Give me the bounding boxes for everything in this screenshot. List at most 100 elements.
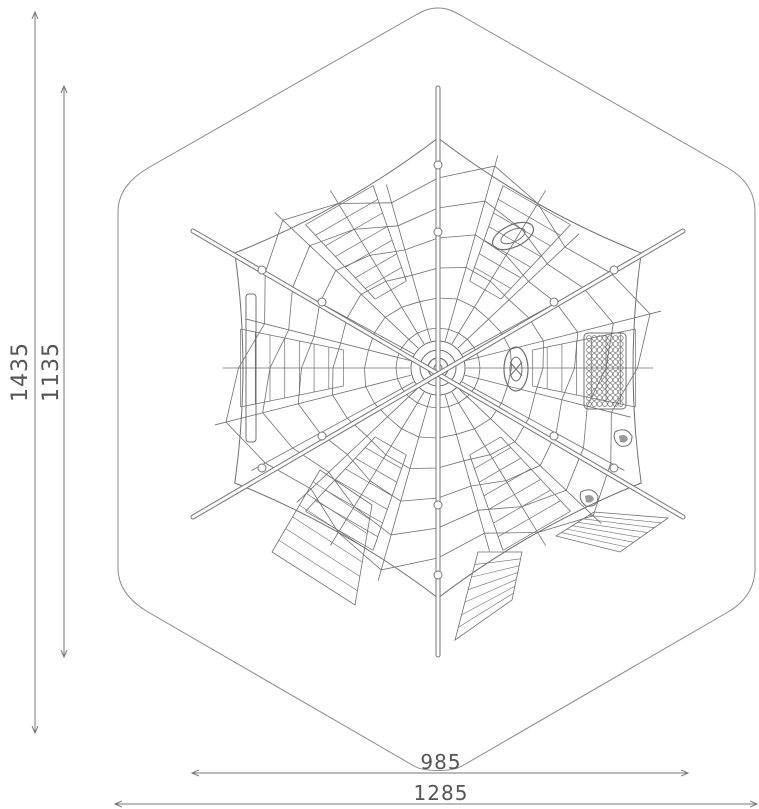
panel-hold [596, 377, 603, 383]
panel-hold [591, 335, 598, 341]
panel-hold [602, 365, 608, 371]
inner-height-label: 1135 [39, 342, 64, 402]
panel-hold [596, 371, 603, 377]
panel-hold [618, 383, 624, 389]
support-poles [190, 85, 686, 658]
panel-hold [612, 371, 619, 377]
panel-hold [586, 395, 592, 401]
panel-hold [612, 353, 619, 359]
panel-hold [596, 395, 603, 401]
climbing-grip-2 [579, 489, 599, 507]
pole-joint [257, 463, 267, 473]
ring-element-right [503, 346, 529, 392]
panel-hold [612, 359, 619, 365]
panel-hold [607, 395, 613, 401]
hanging-net-rope [306, 493, 368, 534]
panel-hold [591, 395, 598, 401]
hanging-net-rope [468, 572, 518, 590]
panel-hold [607, 353, 613, 359]
ladder-rung [497, 199, 561, 236]
web-spoke [251, 381, 414, 471]
pole-joint [317, 431, 327, 441]
web-spoke [330, 392, 425, 546]
climbing-panel-right [583, 332, 627, 410]
web-spoke [457, 233, 580, 349]
panel-hold [618, 395, 624, 401]
hanging-net-rope [292, 516, 363, 563]
panel-hold [612, 377, 619, 383]
pole-joint [257, 265, 267, 275]
panel-hold [602, 335, 608, 341]
hanging-net-rope [285, 528, 361, 577]
web-spoke [385, 184, 432, 342]
ladder-rung [478, 253, 521, 279]
panel-hold [607, 335, 613, 341]
ladder-rung [305, 511, 374, 551]
pole-joint [549, 431, 559, 441]
hanging-net-rope [474, 558, 521, 565]
panel-hold [586, 341, 592, 347]
panel-hold [591, 383, 598, 389]
panel-hold [618, 359, 624, 365]
panel-hold [602, 401, 608, 407]
ladder-rung [355, 253, 398, 279]
pole-joint [433, 227, 443, 237]
ladder-rung [374, 280, 407, 300]
panel-hold [591, 389, 598, 395]
ladder-rung [502, 511, 571, 551]
panel-hold [607, 371, 613, 377]
panel-hold [602, 359, 608, 365]
panel-hold [618, 335, 624, 341]
web-spoke [274, 212, 419, 349]
panel-hold [607, 341, 613, 347]
ladder-rung [497, 500, 561, 537]
ladder-rung [469, 280, 502, 300]
panel-hold [607, 377, 613, 383]
ladder-rung [365, 267, 402, 289]
ladder-rail [372, 185, 407, 282]
panel-hold [618, 341, 624, 347]
hanging-net-rope [461, 586, 515, 616]
panel-hold [591, 353, 598, 359]
panel-hold [612, 347, 619, 353]
panel-hold [596, 335, 603, 341]
panel-hold [586, 389, 592, 395]
web-spoke [457, 387, 602, 524]
ladder-rung [483, 468, 531, 497]
panel-hold [612, 383, 619, 389]
ladder-rung [315, 199, 379, 236]
panel-hold [602, 353, 608, 359]
left-panel-frame [245, 293, 257, 443]
ladder-rung [502, 185, 571, 225]
panel-hold [596, 347, 603, 353]
panel-hold [591, 359, 598, 365]
panel-hold [618, 347, 624, 353]
ladder-rail [500, 436, 571, 512]
hanging-net-rope [566, 528, 634, 543]
pole-joint [433, 160, 443, 170]
hanging-net [454, 551, 523, 641]
hanging-net-rope [561, 532, 627, 548]
panel-hold [591, 401, 598, 407]
panel-hold [586, 365, 592, 371]
panel-hold [607, 383, 613, 389]
web-spoke [214, 374, 412, 426]
hanging-net-rope [464, 579, 517, 603]
ladder-rung [493, 489, 551, 524]
outer-width-label: 1285 [414, 781, 469, 805]
ladder-rung [325, 212, 383, 247]
panel-hold [607, 401, 613, 407]
ladder-rung [474, 267, 511, 289]
panel-hold [602, 389, 608, 395]
hanging-net-rope [577, 521, 648, 533]
panel-hold [596, 341, 603, 347]
ladder-rung [345, 468, 393, 497]
web-spoke [245, 318, 412, 362]
ladder-rail [372, 454, 407, 551]
panel-hold [586, 371, 592, 377]
web-spoke [464, 310, 662, 362]
ladder-rail [469, 454, 504, 551]
hanging-net-rope [471, 565, 520, 578]
web-spoke [462, 381, 625, 471]
